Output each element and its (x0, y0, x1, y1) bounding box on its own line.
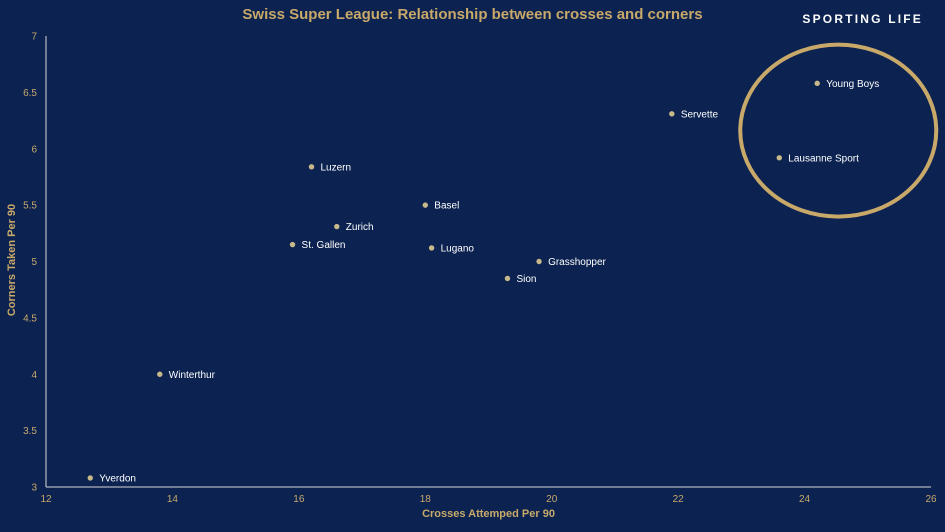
point-label: Servette (681, 109, 719, 120)
x-axis-label: Crosses Attemped Per 90 (422, 508, 555, 520)
data-point (308, 164, 315, 170)
point-label: Zurich (346, 222, 374, 233)
point-label: St. Gallen (302, 240, 346, 251)
data-point (428, 245, 435, 251)
y-tick-label: 4.5 (23, 313, 37, 324)
y-tick-label: 3 (31, 483, 37, 494)
x-tick-label: 14 (167, 494, 179, 505)
highlight-annotation (738, 42, 939, 219)
chart-title: Swiss Super League: Relationship between… (242, 6, 703, 23)
point-label: Yverdon (99, 473, 136, 484)
y-tick-label: 4 (31, 370, 37, 381)
y-tick-label: 6.5 (23, 88, 37, 99)
data-point (289, 241, 296, 248)
x-tick-label: 24 (799, 494, 811, 505)
point-label: Grasshopper (548, 257, 606, 268)
point-label: Young Boys (826, 79, 879, 90)
data-point (504, 275, 511, 282)
data-point (157, 371, 163, 377)
point-label: Luzern (321, 162, 352, 173)
x-tick-label: 18 (420, 494, 432, 505)
x-tick-label: 12 (40, 494, 52, 505)
y-axis-label: Corners Taken Per 90 (6, 203, 18, 317)
y-tick-label: 6 (31, 144, 37, 155)
data-point (669, 111, 675, 117)
highlight-ellipse (738, 42, 939, 219)
x-tick-label: 20 (546, 494, 558, 505)
point-label: Lugano (441, 243, 475, 254)
data-point (87, 475, 93, 481)
data-point (776, 155, 782, 161)
data-points: Young Boys Servette Lausanne Sport Luzern Ba… (87, 79, 879, 484)
point-label: Winterthur (169, 370, 216, 381)
x-tick-label: 22 (673, 494, 685, 505)
y-axis-ticks: 3 3.5 4 4.5 5 5.5 6 6.5 7 (23, 32, 37, 494)
point-label: Basel (434, 201, 459, 212)
brand-logo: SPORTING LIFE (802, 12, 923, 26)
point-label: Sion (516, 274, 536, 285)
data-point (334, 223, 340, 230)
data-point (422, 202, 428, 208)
data-point (536, 258, 542, 265)
y-tick-label: 3.5 (23, 426, 37, 437)
y-tick-label: 7 (31, 32, 37, 43)
x-tick-label: 16 (293, 494, 305, 505)
chart-axes (45, 36, 931, 488)
x-axis-ticks: 12 14 16 18 20 22 24 26 (40, 494, 937, 505)
point-label: Lausanne Sport (788, 153, 859, 164)
y-tick-label: 5.5 (23, 201, 37, 212)
data-point (814, 80, 820, 87)
y-tick-label: 5 (31, 257, 37, 268)
x-tick-label: 26 (925, 494, 937, 505)
